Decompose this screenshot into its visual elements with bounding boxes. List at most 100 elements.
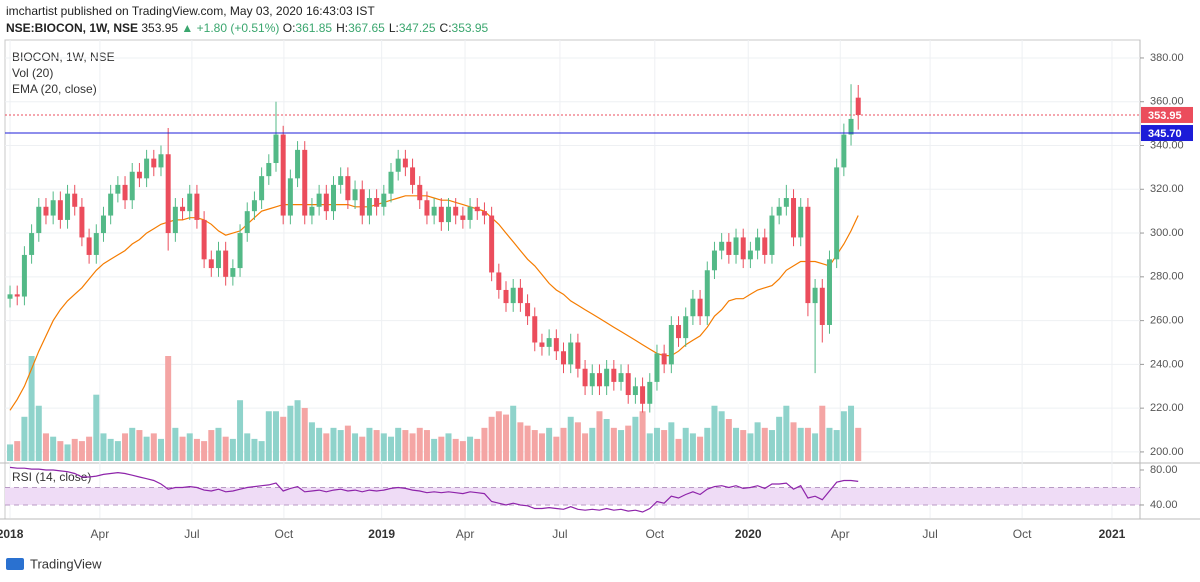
volume-bar (71, 438, 78, 461)
candle-body (711, 250, 717, 271)
x-tick-label: Apr (831, 527, 850, 541)
candle-body (50, 200, 56, 216)
candle-body (158, 154, 164, 168)
candle-body (395, 158, 401, 172)
volume-bar (251, 438, 258, 461)
volume-bar (582, 433, 589, 461)
x-tick-label: Oct (1013, 527, 1032, 541)
candle-body (338, 176, 344, 185)
candle-body (776, 206, 782, 216)
candle-body (740, 237, 746, 260)
volume-bar (244, 433, 251, 461)
x-tick-label: Apr (456, 527, 475, 541)
candle-body (280, 134, 286, 216)
volume-bar (675, 438, 682, 461)
candle-body (532, 316, 538, 343)
volume-bar (100, 433, 107, 461)
candle-body (14, 294, 20, 297)
candle-body (295, 149, 301, 179)
candle-body (481, 211, 487, 216)
volume-bar (481, 427, 488, 461)
change: +1.80 (+0.51%) (196, 21, 280, 35)
x-tick-label: 2021 (1099, 527, 1126, 541)
volume-bar (64, 444, 71, 461)
volume-bar (503, 414, 510, 461)
candle-body (330, 184, 336, 212)
candle-body (733, 237, 739, 255)
volume-bar (733, 427, 740, 461)
volume-bar (725, 419, 732, 461)
volume-bar (280, 416, 287, 461)
candle-body (402, 158, 408, 168)
candle-body (223, 250, 229, 277)
candle-body (201, 219, 207, 260)
volume-bar (711, 405, 718, 461)
candle-body (165, 154, 171, 234)
volume-bar (689, 433, 696, 461)
volume-bar (610, 427, 617, 461)
candle-body (755, 237, 761, 251)
candle-body (194, 193, 200, 220)
candle-body (604, 368, 610, 387)
candle-body (374, 198, 380, 207)
candle-body (561, 351, 567, 365)
ohlc-label: H: (336, 21, 349, 35)
volume-bar (812, 433, 819, 461)
x-tick-label: Oct (275, 527, 294, 541)
volume-bar (718, 411, 725, 461)
volume-bar (258, 441, 265, 461)
candle-body (208, 259, 214, 269)
volume-bar (409, 433, 416, 461)
volume-bar (179, 436, 186, 461)
volume-bar (35, 405, 42, 461)
y-tick-label: 320.00 (1150, 183, 1184, 195)
volume-bar (495, 411, 502, 461)
candle-body (791, 198, 797, 238)
candle-body (819, 287, 825, 325)
candle-body (625, 373, 631, 396)
candle-body (460, 215, 466, 220)
x-tick-label: Oct (645, 527, 664, 541)
volume-bar (114, 441, 121, 461)
volume-bar (596, 411, 603, 461)
volume-bar (93, 394, 100, 461)
quote-line: NSE:BIOCON, 1W, NSE 353.95 ▲ +1.80 (+0.5… (6, 20, 492, 37)
x-tick-label: 2018 (0, 527, 24, 541)
ohlc-label: L: (388, 21, 399, 35)
volume-bar (848, 405, 855, 461)
candle-body (668, 324, 674, 365)
volume-bar (740, 430, 747, 461)
candle-body (424, 200, 430, 216)
symbol: NSE:BIOCON, 1W, NSE (6, 21, 139, 35)
volume-bar (57, 441, 64, 461)
volume-bar (768, 430, 775, 461)
publisher-line: imchartist published on TradingView.com,… (6, 3, 492, 20)
ohlc-label: O: (282, 21, 296, 35)
candle-body (21, 254, 27, 297)
volume-bar (344, 425, 351, 461)
candle-body (783, 198, 789, 207)
candle-body (417, 184, 423, 201)
volume-bar (352, 433, 359, 461)
volume-bar (840, 411, 847, 461)
volume-bar (222, 436, 229, 461)
y-tick-label: 280.00 (1150, 271, 1184, 283)
y-tick-label: 300.00 (1150, 227, 1184, 239)
rsi-line (9, 466, 859, 513)
y-tick-label: 340.00 (1150, 139, 1184, 151)
candle-body (704, 270, 710, 317)
candle-body (172, 206, 178, 234)
candle-body (237, 233, 243, 269)
candle-body (316, 193, 322, 207)
candle-body (438, 206, 444, 223)
footer-logo: TradingView (6, 556, 102, 571)
volume-bar (157, 438, 164, 461)
volume-bar (538, 433, 545, 461)
y-tick-label: 360.00 (1150, 96, 1184, 108)
rsi-band (5, 487, 1140, 505)
volume-bar (294, 400, 301, 461)
chart-title: BIOCON, 1W, NSE (12, 50, 115, 64)
volume-bar (761, 427, 768, 461)
volume-bar (165, 356, 172, 461)
